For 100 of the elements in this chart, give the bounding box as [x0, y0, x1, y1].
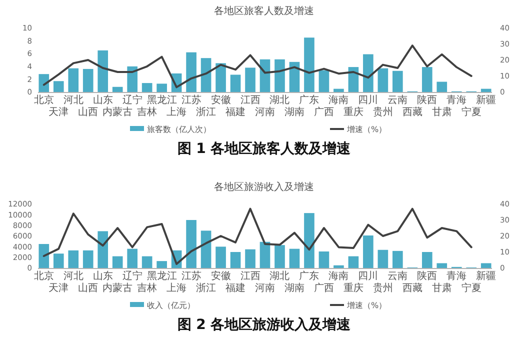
x-tick-label: 江西 [240, 270, 260, 282]
x-tick-label: 宁夏 [461, 282, 482, 294]
x-tick-label: 山西 [78, 282, 98, 294]
x-tick-label: 河北 [63, 270, 84, 282]
x-tick-label: 山西 [78, 106, 98, 118]
bar [422, 67, 432, 92]
x-tick-label: 广东 [299, 270, 320, 282]
bar [200, 58, 212, 92]
bar [216, 63, 226, 92]
x-tick-label: 江西 [240, 94, 260, 106]
x-tick-label: 云南 [388, 270, 408, 282]
x-tick-label: 河北 [63, 94, 84, 106]
x-tick-label: 贵州 [372, 106, 393, 118]
x-tick-label: 北京 [34, 270, 54, 282]
bar [334, 88, 344, 92]
x-tick-label: 重庆 [343, 106, 364, 118]
bar [245, 249, 256, 268]
x-tick-label: 吉林 [137, 282, 158, 294]
x-tick-label: 西藏 [402, 106, 422, 118]
x-tick-label: 天津 [48, 106, 69, 118]
bar [186, 52, 196, 92]
x-tick-label: 青海 [446, 270, 467, 282]
bar [200, 230, 212, 268]
x-tick-label: 内蒙古 [102, 282, 133, 294]
x-tick-label: 浙江 [196, 106, 216, 118]
bar [436, 82, 448, 92]
x-tick-label: 新疆 [476, 94, 496, 106]
bar [127, 66, 138, 92]
bar [112, 86, 123, 92]
bar [378, 250, 388, 268]
bar [82, 68, 94, 92]
x-tick-label: 新疆 [476, 270, 496, 282]
bar [363, 235, 374, 268]
bar [245, 68, 256, 92]
bar [82, 250, 94, 268]
x-tick-label: 西藏 [402, 282, 422, 294]
x-tick-label: 江苏 [181, 270, 202, 282]
x-tick-label: 湖北 [270, 270, 290, 282]
x-tick-label: 山东 [92, 94, 113, 106]
x-tick-label: 江苏 [181, 94, 202, 106]
x-tick-label: 山东 [92, 270, 113, 282]
bar [156, 84, 167, 92]
bar [142, 256, 152, 268]
bar [98, 50, 108, 92]
bar [480, 88, 492, 92]
bar [98, 231, 108, 268]
x-tick-label: 甘肃 [432, 282, 452, 294]
x-tick-label: 河南 [255, 282, 275, 294]
bar [38, 244, 50, 268]
bar [304, 213, 314, 268]
bar [38, 74, 50, 92]
bar [436, 263, 448, 268]
x-tick-label: 福建 [226, 106, 246, 118]
bar [53, 254, 64, 268]
x-tick-label: 贵州 [372, 282, 393, 294]
x-tick-label: 辽宁 [122, 94, 142, 106]
x-tick-label: 天津 [48, 282, 69, 294]
x-tick-label: 黑龙江 [146, 94, 177, 106]
bar [274, 245, 285, 268]
x-tick-label: 陕西 [417, 270, 438, 282]
bar [127, 248, 138, 268]
x-tick-label: 云南 [388, 94, 408, 106]
bar [68, 250, 79, 268]
x-tick-label: 广西 [314, 282, 334, 294]
bar [289, 248, 300, 268]
x-tick-label: 甘肃 [432, 106, 452, 118]
x-tick-label: 海南 [328, 94, 349, 106]
x-tick-label: 青海 [446, 94, 467, 106]
bar [392, 70, 403, 92]
bar [363, 54, 374, 92]
x-tick-label: 北京 [34, 94, 54, 106]
x-tick-label: 四川 [358, 94, 378, 106]
line-series [42, 44, 472, 88]
x-tick-label: 广东 [299, 94, 320, 106]
bar [230, 252, 241, 268]
bar [260, 242, 270, 268]
x-tick-label: 四川 [358, 270, 378, 282]
line-series [42, 208, 472, 265]
bar [68, 68, 79, 92]
legend-label: 收入（亿元） [147, 300, 195, 310]
x-tick-label: 广西 [314, 106, 334, 118]
x-tick-label: 湖北 [270, 94, 290, 106]
x-tick-label: 海南 [328, 270, 349, 282]
x-tick-label: 辽宁 [122, 270, 142, 282]
chart-title: 各地区旅游收入及增速 [214, 181, 314, 193]
caption: 图 2 各地区旅游收入及增速 [177, 317, 352, 333]
legend-label: 增速（%） [346, 124, 387, 134]
x-tick-label: 上海 [166, 106, 187, 118]
legend-label: 旅客数（亿人次） [147, 124, 211, 134]
bar [186, 220, 196, 268]
bar [378, 68, 388, 92]
x-tick-label: 安徽 [210, 270, 231, 282]
legend-label: 增速（%） [346, 300, 387, 310]
bar [156, 261, 167, 268]
x-tick-label: 陕西 [417, 94, 438, 106]
bar [318, 251, 330, 268]
x-tick-label: 内蒙古 [102, 106, 133, 118]
caption: 图 1 各地区旅客人数及增速 [177, 140, 352, 157]
bar [422, 252, 432, 268]
x-tick-label: 宁夏 [461, 106, 482, 118]
